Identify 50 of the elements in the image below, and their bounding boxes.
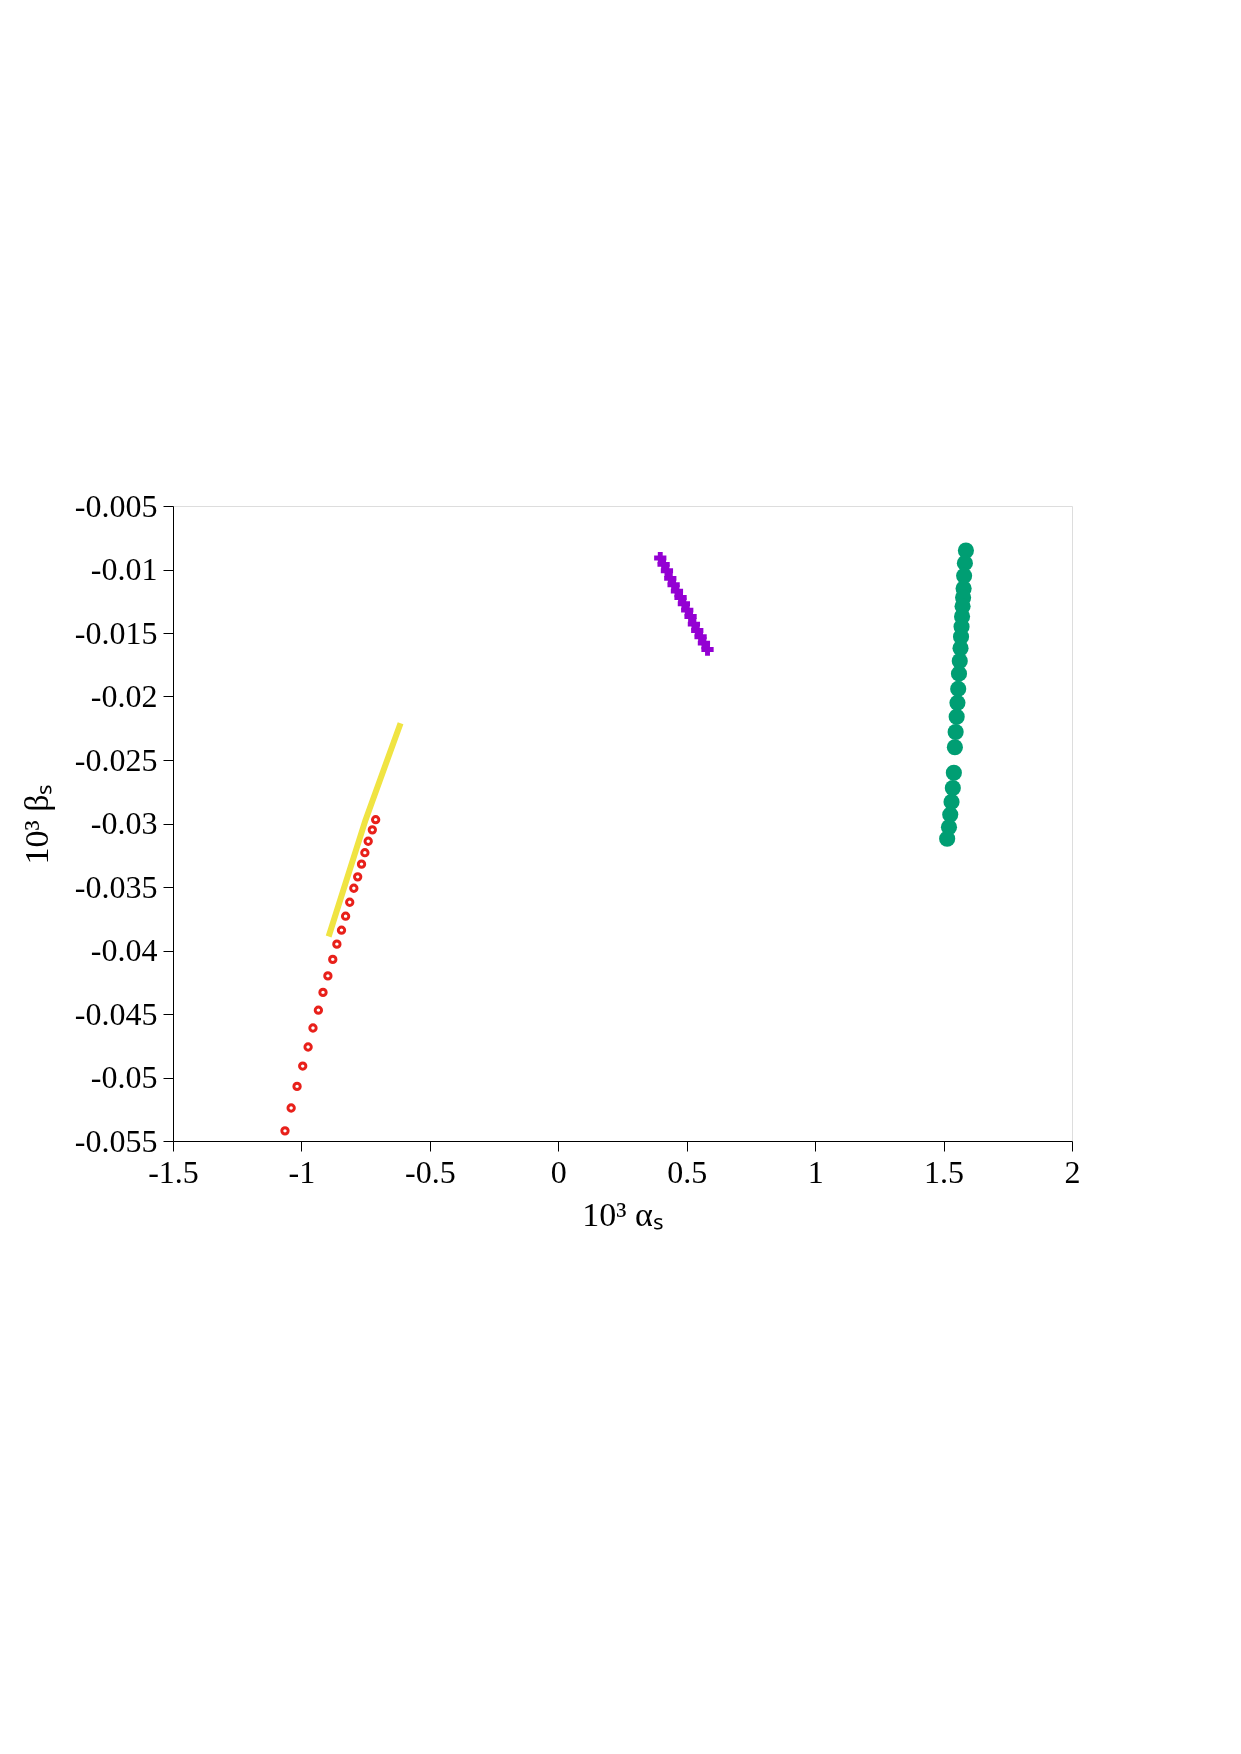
x-tick-label: -1	[288, 1153, 316, 1190]
y-axis-title: 10³ βₛ	[17, 783, 55, 865]
point	[360, 848, 370, 858]
point	[948, 708, 965, 725]
point	[356, 859, 367, 869]
point	[345, 897, 355, 907]
point	[286, 1103, 296, 1113]
y-tick-label: -0.02	[90, 678, 158, 714]
point	[353, 872, 363, 882]
point	[332, 939, 342, 949]
point	[303, 1042, 313, 1052]
point	[313, 1005, 324, 1015]
y-tick-label: -0.01	[90, 551, 158, 587]
y-tick-label: -0.005	[74, 487, 158, 524]
y-tick-label: -0.025	[74, 741, 158, 778]
point	[946, 739, 963, 756]
point	[367, 825, 377, 835]
point	[328, 954, 338, 965]
point	[939, 830, 956, 847]
point	[956, 567, 973, 584]
point	[949, 694, 966, 711]
point	[340, 911, 351, 921]
point	[950, 680, 967, 697]
point	[944, 779, 961, 796]
point	[308, 1023, 318, 1033]
x-tick-label: 1	[807, 1153, 824, 1190]
y-tick-label: -0.035	[74, 868, 158, 905]
x-tick-label: 1.5	[924, 1153, 965, 1190]
y-tick-label: -0.03	[90, 805, 158, 841]
point	[950, 665, 968, 682]
point	[280, 1126, 290, 1136]
point	[363, 836, 373, 846]
y-tick-label: -0.015	[74, 614, 158, 651]
y-tick-label: -0.05	[90, 1059, 158, 1095]
x-tick-label: 0.5	[667, 1153, 708, 1190]
y-tick-label: -0.045	[74, 995, 158, 1032]
x-axis-title: 10³ αₛ	[582, 1195, 664, 1233]
point	[945, 764, 962, 781]
point	[318, 987, 328, 998]
point	[349, 883, 359, 893]
point	[947, 724, 964, 741]
x-tick-label: 0	[550, 1153, 567, 1190]
y-tick-label: -0.04	[90, 932, 158, 968]
point	[371, 815, 381, 825]
point	[292, 1081, 302, 1092]
point	[298, 1061, 308, 1071]
point	[336, 925, 347, 935]
x-tick-label: -0.5	[405, 1153, 456, 1190]
x-tick-label: 2	[1064, 1153, 1081, 1190]
point	[323, 971, 333, 981]
